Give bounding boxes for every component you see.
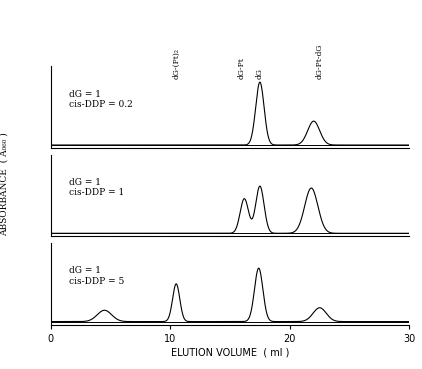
Text: dG-Pt: dG-Pt xyxy=(238,57,246,79)
X-axis label: ELUTION VOLUME  ( ml ): ELUTION VOLUME ( ml ) xyxy=(171,348,289,358)
Text: dG: dG xyxy=(256,68,264,79)
Text: dG-Pt-dG: dG-Pt-dG xyxy=(316,44,324,79)
Text: dG = 1
cis-DDP = 0.2: dG = 1 cis-DDP = 0.2 xyxy=(68,90,133,109)
Text: dG = 1
cis-DDP = 1: dG = 1 cis-DDP = 1 xyxy=(68,178,124,197)
Text: ABSORBANCE  ( A₀₆₀ ): ABSORBANCE ( A₀₆₀ ) xyxy=(0,132,9,237)
Text: dG = 1
cis-DDP = 5: dG = 1 cis-DDP = 5 xyxy=(68,266,124,286)
Text: dG-(Pt)₂: dG-(Pt)₂ xyxy=(172,48,180,79)
